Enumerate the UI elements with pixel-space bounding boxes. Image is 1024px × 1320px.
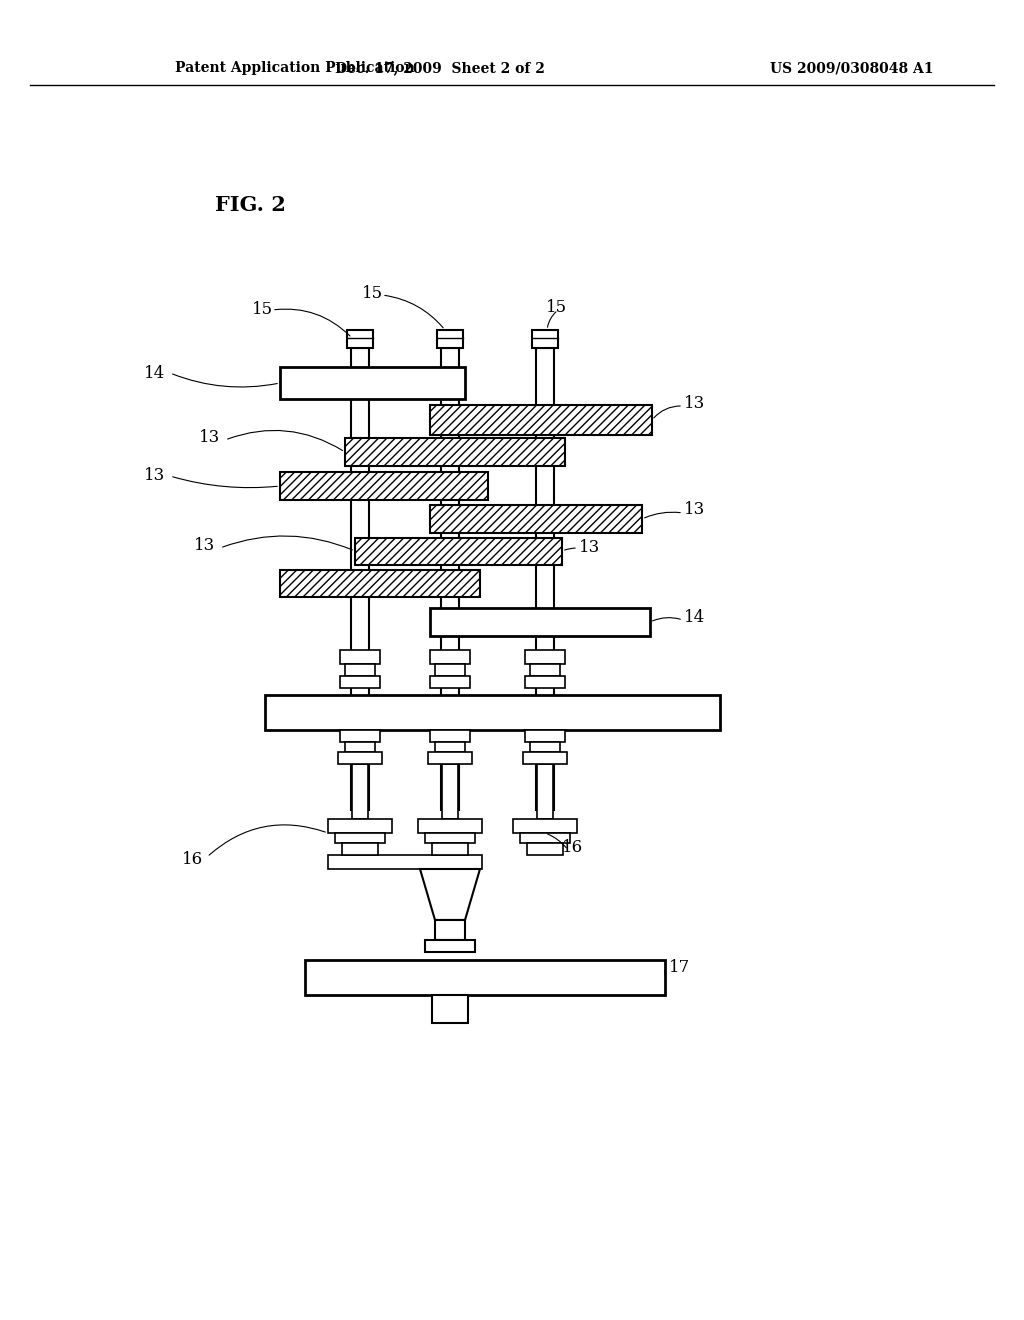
Bar (435, 920, 465, 940)
Text: 16: 16 (561, 840, 583, 857)
Bar (335, 833, 385, 843)
Bar (523, 752, 567, 764)
Bar (530, 664, 560, 676)
Bar (432, 843, 468, 855)
Bar (430, 649, 470, 664)
Bar (328, 855, 482, 869)
Polygon shape (420, 869, 480, 920)
Bar (525, 649, 565, 664)
Bar (430, 609, 650, 636)
Bar (537, 764, 553, 818)
Bar (430, 405, 652, 436)
Bar (435, 664, 465, 676)
Bar (441, 348, 459, 810)
Text: 13: 13 (200, 429, 220, 446)
Bar (340, 730, 380, 742)
Bar (525, 676, 565, 688)
Bar (338, 752, 382, 764)
Bar (513, 818, 577, 833)
Text: 14: 14 (144, 364, 166, 381)
Text: 14: 14 (684, 609, 706, 626)
Bar (520, 833, 570, 843)
Bar (355, 539, 562, 565)
Text: 15: 15 (547, 300, 567, 317)
Bar (437, 330, 463, 348)
Text: 17: 17 (670, 958, 690, 975)
Bar (430, 506, 642, 533)
Bar (428, 752, 472, 764)
Bar (280, 473, 488, 500)
Bar (432, 995, 468, 1023)
Text: 13: 13 (195, 537, 216, 554)
Bar (340, 649, 380, 664)
Bar (345, 438, 565, 466)
Bar (435, 742, 465, 752)
Bar (425, 833, 475, 843)
Bar (530, 742, 560, 752)
Bar (442, 764, 458, 818)
Text: 13: 13 (144, 467, 166, 484)
Text: Patent Application Publication: Patent Application Publication (175, 61, 415, 75)
Bar (280, 367, 465, 399)
Bar (425, 940, 475, 952)
Bar (418, 818, 482, 833)
Bar (340, 676, 380, 688)
Bar (345, 664, 375, 676)
Bar (345, 742, 375, 752)
Bar (280, 570, 480, 597)
Bar (527, 843, 563, 855)
Text: 13: 13 (580, 539, 601, 556)
Bar (536, 348, 554, 810)
Bar (352, 764, 368, 818)
Bar (328, 818, 392, 833)
Bar (532, 330, 558, 348)
Text: 13: 13 (684, 395, 706, 412)
Bar (351, 348, 369, 810)
Text: FIG. 2: FIG. 2 (215, 195, 286, 215)
Bar (347, 330, 373, 348)
Bar (342, 843, 378, 855)
Bar (265, 696, 720, 730)
Text: Dec. 17, 2009  Sheet 2 of 2: Dec. 17, 2009 Sheet 2 of 2 (335, 61, 545, 75)
Bar (430, 730, 470, 742)
Bar (430, 676, 470, 688)
Text: 15: 15 (362, 285, 384, 301)
Text: 13: 13 (684, 502, 706, 519)
Bar (525, 730, 565, 742)
Text: 16: 16 (182, 851, 204, 869)
Text: US 2009/0308048 A1: US 2009/0308048 A1 (770, 61, 934, 75)
Text: 15: 15 (253, 301, 273, 318)
Bar (305, 960, 665, 995)
